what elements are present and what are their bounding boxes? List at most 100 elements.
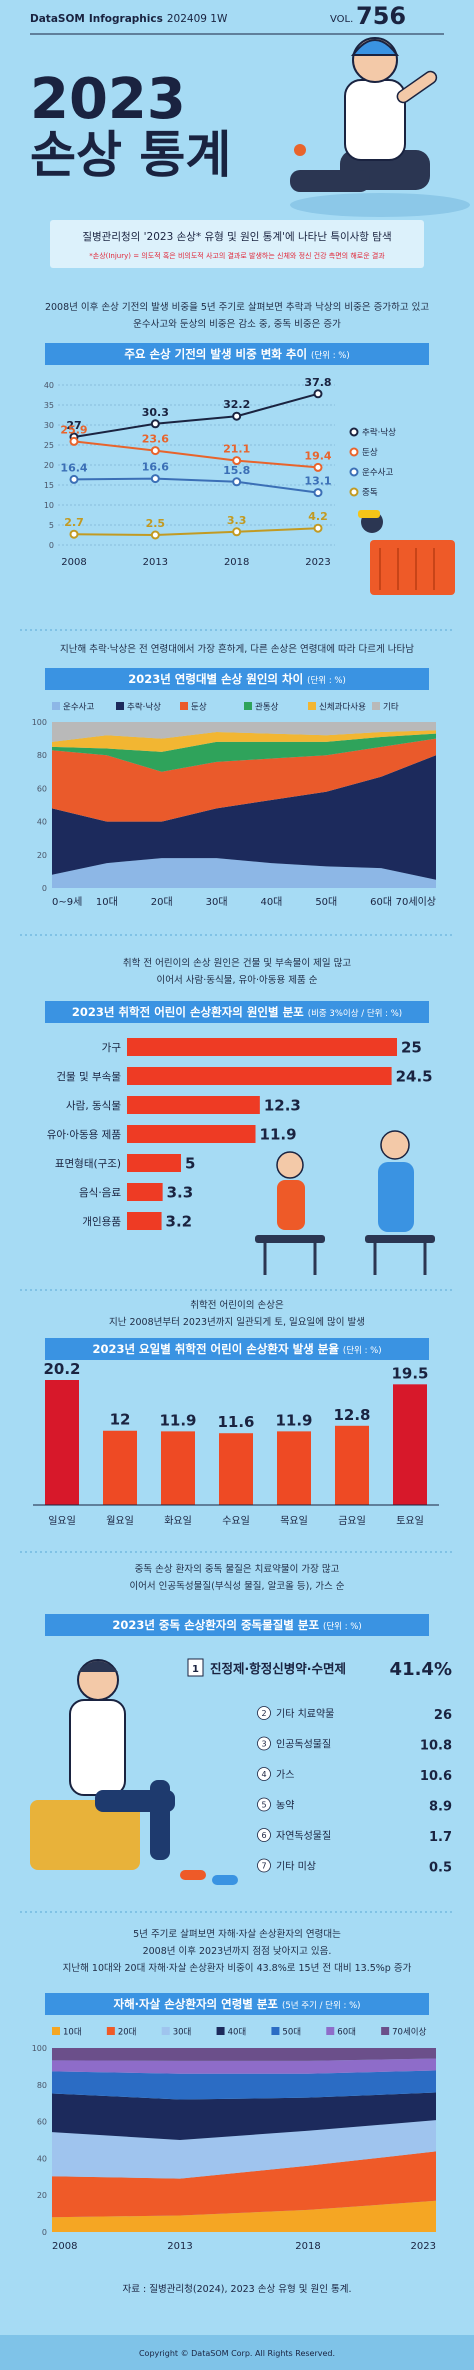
legend-label: 운수사고 [63,703,94,713]
point [313,389,323,399]
y-tick-label: 60 [37,784,47,793]
legend-marker [349,427,359,437]
bar [277,1431,311,1505]
legend-label: 관통상 [255,702,279,713]
value-label: 4.2 [308,510,328,523]
value-label: 12.3 [264,1097,301,1115]
rank: 4 [261,1770,266,1779]
value-label: 0.5 [429,1861,452,1876]
rank-box [187,1658,204,1677]
area [52,2200,436,2232]
category-label: 가구 [102,1042,122,1054]
chart-title-text: 2023년 연령대별 손상 원인의 차이 [128,672,303,686]
value-label: 41.4% [390,1659,452,1680]
value-label: 25 [401,1039,422,1057]
x-tick-label: 30대 [206,896,228,908]
legend-label: 기타 [383,703,399,713]
legend-swatch [372,702,380,710]
legend-label: 둔상 [191,702,207,713]
value-label: 30.3 [142,406,169,419]
point [232,477,242,487]
x-tick-label: 토요일 [396,1515,424,1527]
category-label: 기타 미상 [276,1861,316,1873]
rank-badge [257,1828,271,1842]
intro-text: 중독 손상 환자의 중독 물질은 치료약물이 가장 많고 [135,1563,340,1575]
legend-swatch [326,2027,335,2035]
chart-title: 2023년 취학전 어린이 손상환자의 원인별 분포 (비중 3%이상 / 단위 … [72,1005,402,1019]
subtitle-box [50,220,424,268]
category-label: 표면형태(구조) [55,1158,121,1170]
value-label: 11.9 [260,1126,297,1144]
series-line [73,440,319,469]
value-label: 16.6 [142,461,169,474]
value-label: 32.2 [223,398,250,411]
separators [20,629,454,1913]
area [52,2048,436,2061]
value-label: 12.8 [333,1406,370,1424]
title-bar [45,668,429,690]
chart-title-text: 2023년 요일별 취학전 어린이 손상환자 발생 분율 [92,1342,339,1356]
legend-swatch [381,2027,390,2035]
bar [393,1384,427,1505]
x-tick-label: 금요일 [338,1515,366,1527]
value-label: 3.3 [167,1184,194,1202]
vol-label: VOL. [330,14,353,25]
legend-label: 운수사고 [362,468,393,478]
issue: 202409 1W [167,13,228,25]
x-tick-label: 일요일 [48,1515,76,1527]
y-tick-label: 20 [37,851,47,860]
category-label: 농약 [276,1800,294,1812]
value-label: 8.9 [429,1800,452,1815]
chart-unit: (단위 : %) [311,350,350,361]
rank: 2 [261,1709,266,1718]
y-tick-label: 5 [49,521,54,530]
value-label: 26 [434,1708,452,1723]
legend-label: 30대 [173,2028,192,2038]
legend-label: 70세이상 [392,2027,426,2038]
area [52,858,436,888]
legend-label: 둔상 [362,447,378,458]
point [313,523,323,533]
value-label: 37.8 [304,376,331,389]
category-label: 유아·아동용 제품 [47,1129,122,1141]
y-tick-label: 60 [37,2118,47,2127]
x-tick-label: 2023 [305,557,330,568]
category-label: 가스 [276,1769,294,1781]
legend-label: 60대 [337,2028,356,2038]
chart-title-text: 주요 손상 기전의 발생 비중 변화 추이 [124,347,307,361]
intro-text: 지난해 추락·낙상은 전 연령대에서 가장 흔하게, 다른 손상은 연령대에 따… [60,643,414,655]
value-label: 3.2 [166,1213,193,1231]
legend-label: 50대 [282,2028,301,2038]
point [232,411,242,421]
value-label: 20.2 [43,1360,80,1378]
legend-swatch [244,702,252,710]
chart-unit: (단위 : %) [307,675,346,686]
chart-title-text: 2023년 취학전 어린이 손상환자의 원인별 분포 [72,1005,304,1019]
legend-label: 40대 [228,2028,247,2038]
y-tick-label: 40 [37,818,47,827]
rank: 6 [261,1831,266,1840]
rank-badge [257,1736,271,1751]
intro-text: 취학 전 어린이의 손상 원인은 건물 및 부속물이 제일 많고 [123,957,351,969]
legend-swatch [52,702,60,710]
subtitle: 질병관리청의 '2023 손상* 유형 및 원인 통계'에 나타난 특이사항 탐… [82,231,391,243]
x-tick-label: 2008 [52,2241,77,2252]
value-label: 3.3 [227,514,247,527]
intro-text: 운수사고와 둔상의 비중은 감소 중, 중독 비중은 증가 [133,318,341,330]
value-label: 11.9 [275,1411,312,1429]
y-tick-label: 20 [37,2191,47,2200]
category-label: 기타 치료약물 [276,1708,334,1720]
value-label: 5 [185,1155,195,1173]
y-tick-label: 40 [37,2154,47,2163]
legend-label: 신체과다사용 [319,702,366,713]
point [69,474,79,484]
rank: 3 [261,1740,266,1749]
value-label: 23.6 [142,433,169,446]
y-tick-label: 35 [44,401,54,410]
value-label: 19.4 [304,449,331,462]
bar [219,1433,253,1505]
value-label: 24.5 [396,1068,433,1086]
chart-title-text: 2023년 중독 손상환자의 중독물질별 분포 [112,1618,319,1632]
